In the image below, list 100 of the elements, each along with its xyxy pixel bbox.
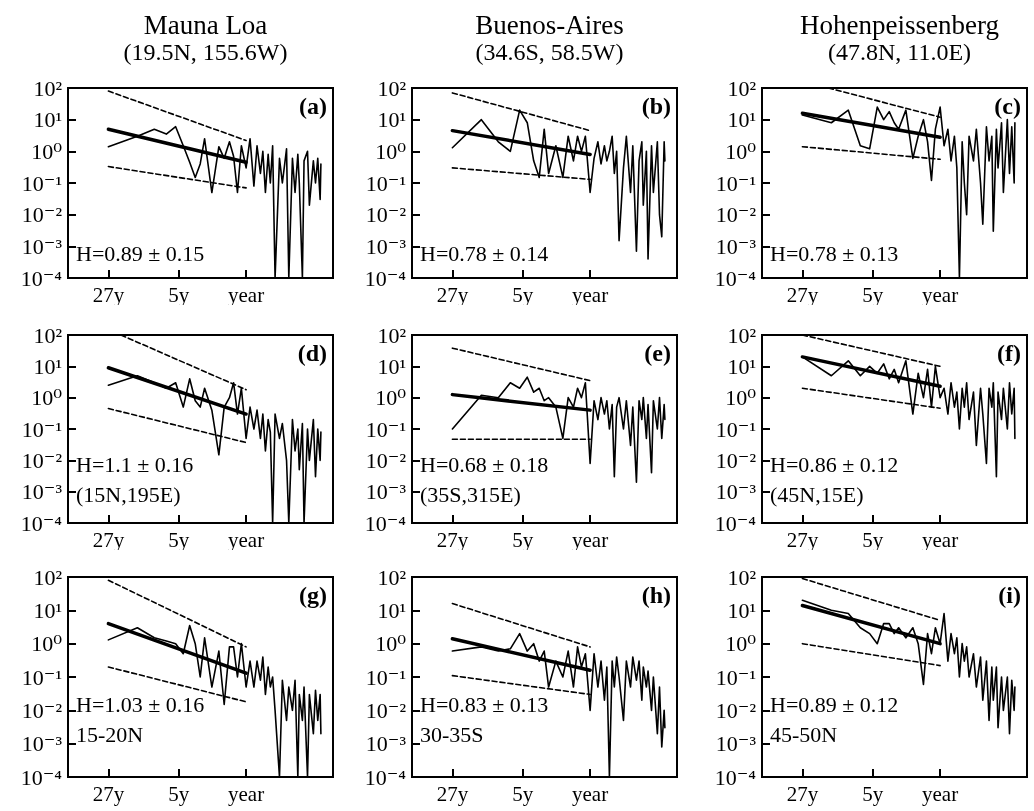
y-tick-label: 10² bbox=[33, 322, 63, 348]
y-tick-label: 10⁻⁴ bbox=[714, 510, 757, 536]
y-tick-label: 10¹ bbox=[377, 107, 406, 133]
y-tick-label: 10⁻² bbox=[21, 447, 63, 473]
y-tick-label: 10⁻² bbox=[365, 447, 407, 473]
y-tick-label: 10⁻² bbox=[715, 447, 757, 473]
annotation: (h) bbox=[641, 582, 671, 608]
chart-subtitle: (19.5N, 155.6W) bbox=[123, 39, 288, 65]
y-tick-label: 10⁻³ bbox=[365, 233, 407, 259]
annotation: (45N,15E) bbox=[770, 481, 864, 507]
y-tick-label: 10² bbox=[727, 564, 757, 590]
x-tick-label: 5y bbox=[168, 781, 190, 806]
annotation: (d) bbox=[297, 340, 327, 366]
y-tick-label: 10² bbox=[377, 564, 407, 590]
chart-title: Buenos-Aires bbox=[475, 9, 624, 40]
y-tick-label: 10⁻³ bbox=[365, 731, 407, 757]
annotation: (b) bbox=[641, 93, 671, 119]
annotation: 15-20N bbox=[76, 721, 144, 747]
annotation: H=1.03 ± 0.16 bbox=[76, 691, 205, 717]
y-tick-label: 10⁰ bbox=[31, 385, 63, 411]
y-tick-label: 10⁻¹ bbox=[21, 664, 62, 690]
y-tick-label: 10⁻⁴ bbox=[714, 265, 757, 291]
y-tick-label: 10¹ bbox=[377, 597, 406, 623]
y-tick-label: 10² bbox=[33, 564, 63, 590]
annotation: (a) bbox=[299, 93, 327, 119]
x-tick-label: year bbox=[922, 781, 959, 806]
y-tick-label: 10⁻⁴ bbox=[364, 265, 407, 291]
y-tick-label: 10² bbox=[377, 75, 407, 101]
y-tick-label: 10⁰ bbox=[31, 631, 63, 657]
y-tick-label: 10⁻¹ bbox=[365, 416, 406, 442]
y-tick-label: 10⁻² bbox=[21, 697, 63, 723]
y-tick-label: 10⁻³ bbox=[715, 479, 757, 505]
y-tick-label: 10⁰ bbox=[31, 138, 63, 164]
annotation: (e) bbox=[644, 340, 671, 366]
annotation: (f) bbox=[997, 340, 1021, 366]
y-tick-label: 10⁻⁴ bbox=[364, 510, 407, 536]
annotation: (i) bbox=[998, 582, 1021, 608]
y-tick-label: 10⁻⁴ bbox=[20, 510, 63, 536]
annotation: H=0.89 ± 0.12 bbox=[770, 691, 899, 717]
y-tick-label: 10⁰ bbox=[725, 385, 757, 411]
x-tick-label: 27y bbox=[436, 781, 469, 806]
y-tick-label: 10² bbox=[727, 322, 757, 348]
y-tick-label: 10⁻³ bbox=[21, 233, 63, 259]
y-tick-label: 10⁻³ bbox=[715, 731, 757, 757]
annotation: 45-50N bbox=[770, 721, 838, 747]
y-tick-label: 10⁻⁴ bbox=[20, 265, 63, 291]
annotation: H=1.1 ± 0.16 bbox=[76, 451, 194, 477]
x-tick-label: 27y bbox=[786, 781, 819, 806]
chart-title: Hohenpeissenberg bbox=[800, 9, 999, 40]
y-tick-label: 10⁻² bbox=[365, 202, 407, 228]
y-tick-label: 10¹ bbox=[727, 597, 756, 623]
y-tick-label: 10⁻¹ bbox=[21, 416, 62, 442]
y-tick-label: 10⁻⁴ bbox=[364, 764, 407, 790]
annotation: H=0.78 ± 0.14 bbox=[420, 240, 549, 266]
x-tick-label: 5y bbox=[512, 781, 534, 806]
y-tick-label: 10⁻¹ bbox=[21, 170, 62, 196]
y-tick-label: 10⁰ bbox=[375, 138, 407, 164]
y-tick-label: 10⁻¹ bbox=[715, 416, 756, 442]
y-tick-label: 10¹ bbox=[727, 353, 756, 379]
y-tick-label: 10¹ bbox=[727, 107, 756, 133]
y-tick-label: 10² bbox=[727, 75, 757, 101]
y-tick-label: 10⁻¹ bbox=[365, 664, 406, 690]
y-tick-label: 10⁻¹ bbox=[715, 170, 756, 196]
y-tick-label: 10⁰ bbox=[375, 631, 407, 657]
y-tick-label: 10¹ bbox=[377, 353, 406, 379]
annotation: (g) bbox=[299, 582, 327, 608]
y-tick-label: 10⁻³ bbox=[21, 479, 63, 505]
y-tick-label: 10⁻¹ bbox=[715, 664, 756, 690]
annotation: H=0.86 ± 0.12 bbox=[770, 451, 899, 477]
y-tick-label: 10⁰ bbox=[725, 138, 757, 164]
y-tick-label: 10¹ bbox=[33, 597, 62, 623]
y-tick-label: 10⁰ bbox=[375, 385, 407, 411]
y-tick-label: 10⁻¹ bbox=[365, 170, 406, 196]
chart-subtitle: (34.6S, 58.5W) bbox=[475, 39, 624, 65]
annotation: (35S,315E) bbox=[420, 481, 521, 507]
y-tick-label: 10⁻² bbox=[715, 697, 757, 723]
annotation: (c) bbox=[994, 93, 1021, 119]
y-tick-label: 10² bbox=[377, 322, 407, 348]
annotation: H=0.89 ± 0.15 bbox=[76, 240, 205, 266]
y-tick-label: 10⁻³ bbox=[21, 731, 63, 757]
y-tick-label: 10⁰ bbox=[725, 631, 757, 657]
annotation: H=0.83 ± 0.13 bbox=[420, 691, 549, 717]
y-tick-label: 10⁻² bbox=[21, 202, 63, 228]
y-tick-label: 10⁻² bbox=[365, 697, 407, 723]
y-tick-label: 10¹ bbox=[33, 353, 62, 379]
annotation: 30-35S bbox=[420, 721, 484, 747]
y-tick-label: 10⁻⁴ bbox=[714, 764, 757, 790]
chart-title: Mauna Loa bbox=[143, 9, 268, 40]
annotation: (15N,195E) bbox=[76, 481, 181, 507]
y-tick-label: 10⁻³ bbox=[365, 479, 407, 505]
x-tick-label: year bbox=[228, 781, 265, 806]
x-tick-label: 27y bbox=[92, 781, 125, 806]
x-tick-label: 5y bbox=[862, 781, 884, 806]
y-tick-label: 10¹ bbox=[33, 107, 62, 133]
chart-subtitle: (47.8N, 11.0E) bbox=[827, 39, 972, 65]
annotation: H=0.78 ± 0.13 bbox=[770, 240, 899, 266]
y-tick-label: 10⁻² bbox=[715, 202, 757, 228]
y-tick-label: 10⁻³ bbox=[715, 233, 757, 259]
y-tick-label: 10⁻⁴ bbox=[20, 764, 63, 790]
x-tick-label: year bbox=[572, 781, 609, 806]
